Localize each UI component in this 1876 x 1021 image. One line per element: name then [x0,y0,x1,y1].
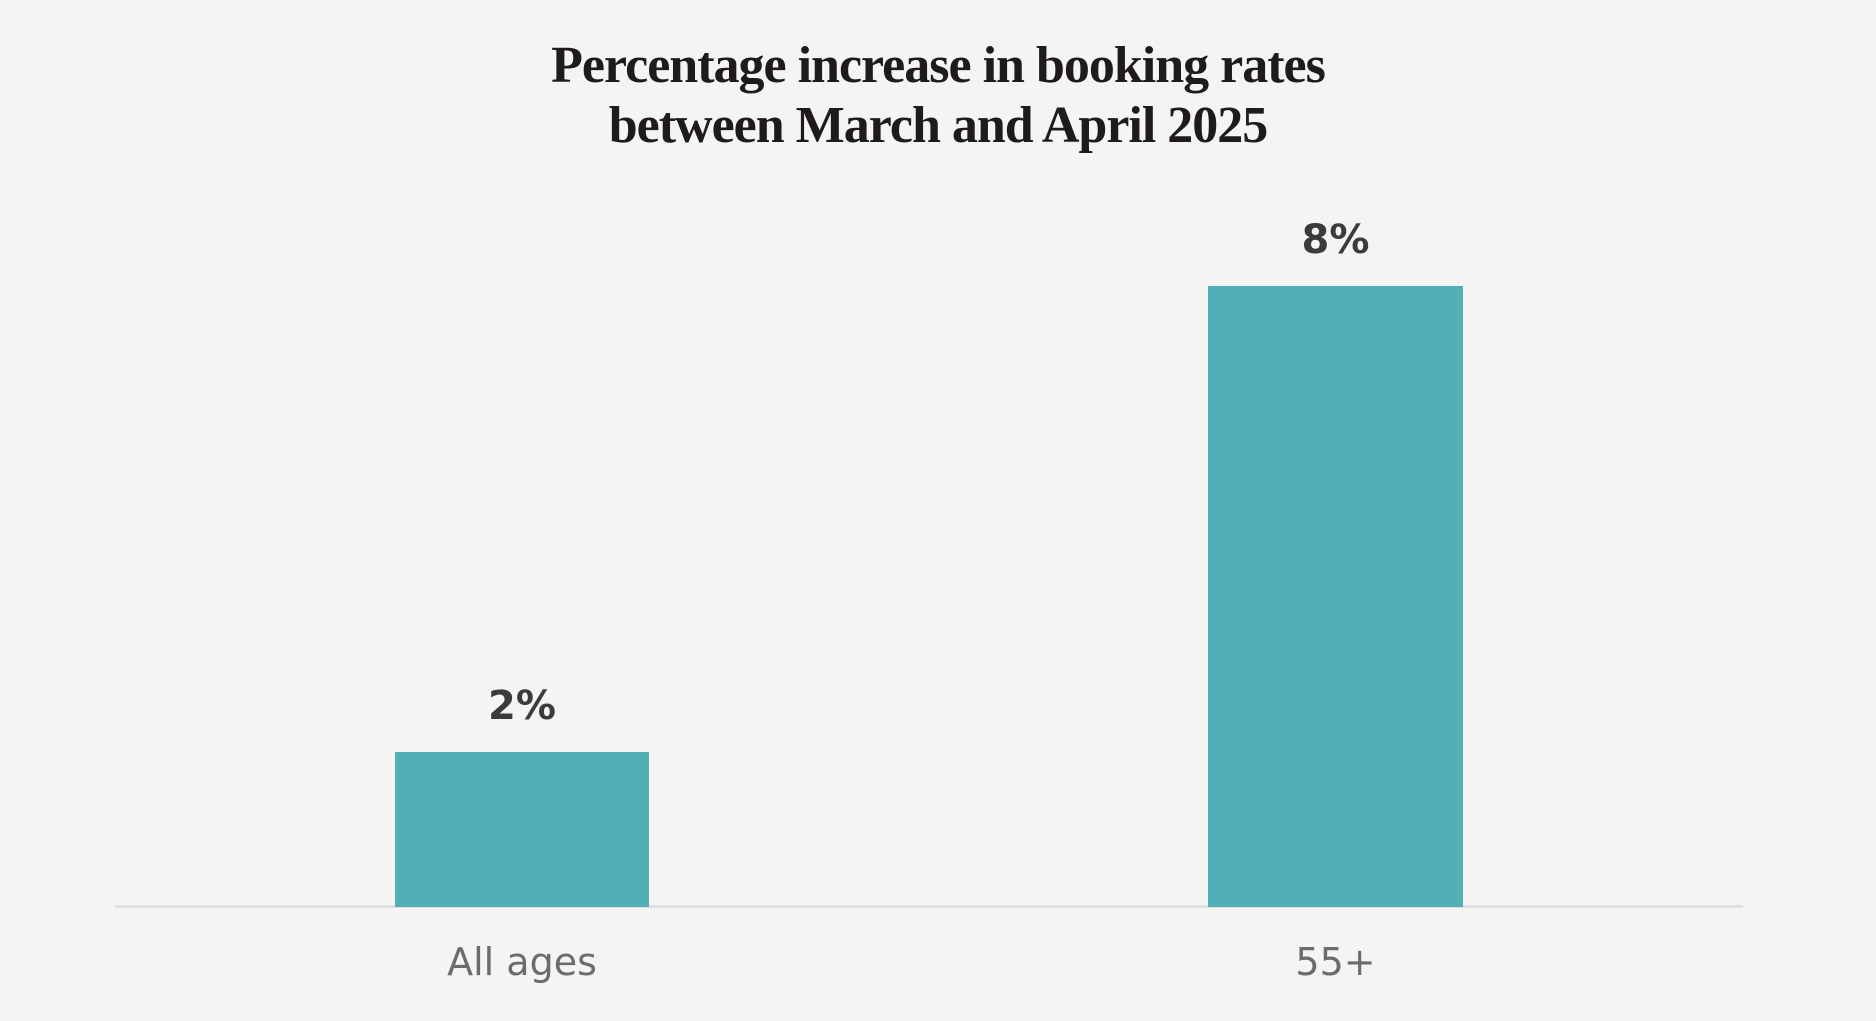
x-axis-line [115,905,1743,908]
chart-title-line-1: Percentage increase in booking rates [551,37,1326,94]
chart-title: Percentage increase in booking rates bet… [0,36,1876,156]
x-tick-label-55-plus: 55+ [1295,940,1376,984]
x-tick-label-all-ages: All ages [447,940,597,984]
bar-value-label-all-ages: 2% [488,683,556,729]
bar-value-label-55-plus: 8% [1301,217,1370,263]
chart-title-line-2: between March and April 2025 [608,97,1269,154]
bar-55-plus [1208,286,1463,907]
bar-all-ages [395,752,649,907]
